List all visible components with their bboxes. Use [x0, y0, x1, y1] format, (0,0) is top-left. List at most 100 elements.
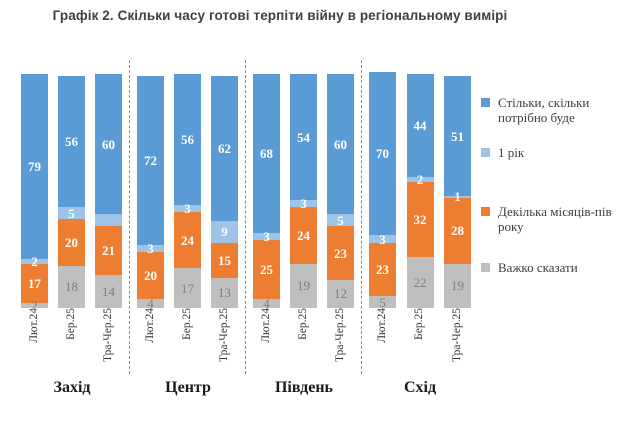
- legend-item: Декілька місяців-пів року: [481, 204, 630, 235]
- bar-segment-one-year: 5: [58, 205, 85, 221]
- stacked-bar: 72 3 20 4: [137, 76, 164, 311]
- segment-value-label: 19: [297, 278, 310, 294]
- segment-value-label: 4: [147, 295, 154, 311]
- segment-value-label: 3: [184, 201, 191, 217]
- bar-segment-as-long-as-needed: 44: [406, 74, 434, 177]
- legend-item: Стільки, скільки потрібно буде: [481, 95, 630, 126]
- segment-value-label: 79: [28, 158, 41, 174]
- category-tick-label: Бер.25: [413, 308, 426, 340]
- region-group: 72 3 20 4 56 3 24 17 62 9 15 13 Лют.24 Бер.25 Тра-Чер.…: [130, 60, 246, 397]
- segment-value-label: 4: [263, 295, 270, 311]
- segment-value-label: 18: [65, 279, 78, 295]
- bar-segment-few-months-half-year: 32: [406, 181, 434, 257]
- legend-swatch: [481, 263, 490, 272]
- category-tick-label: Тра-Чер.25: [333, 308, 346, 362]
- category-tick-label: Лют.24: [375, 308, 388, 343]
- segment-value-label: 17: [28, 275, 41, 291]
- category-tick-label: Лют.24: [259, 308, 272, 343]
- segment-value-label: 56: [181, 132, 194, 148]
- bar-segment-as-long-as-needed: 56: [174, 74, 201, 206]
- segment-value-label: 15: [218, 252, 231, 268]
- bar-segment-few-months-half-year: 20: [137, 251, 164, 299]
- segment-value-label: 51: [451, 128, 464, 144]
- region-group-columns: 68 3 25 4 54 3 24 19 60 5 23 12 Лют.24 Бер.25 Тра-Чер.…: [246, 60, 362, 374]
- segment-value-label: 20: [65, 234, 78, 250]
- legend-label: Важко сказати: [498, 260, 578, 275]
- stacked-bar: 56 5 20 18: [58, 76, 85, 308]
- tick-cell: Бер.25: [407, 308, 434, 374]
- tick-cell: Лют.24: [137, 308, 164, 374]
- bar-segment-as-long-as-needed: 51: [444, 76, 471, 196]
- stacked-bar-chart: 79 2 17 2 56 5 20 18 60 21 14 Лют.24 Бер.25 Тра-Чер.2…: [14, 60, 478, 397]
- segment-value-label: 24: [297, 227, 310, 243]
- bar-segment-as-long-as-needed: 56: [58, 76, 85, 208]
- segment-value-label: 62: [218, 141, 231, 157]
- segment-value-label: 60: [102, 136, 115, 152]
- segment-value-label: 19: [451, 278, 464, 294]
- bar-segment-hard-to-say: 19: [444, 263, 471, 308]
- legend-label: Декілька місяців-пів року: [498, 204, 612, 235]
- segment-value-label: 12: [334, 286, 347, 302]
- stacked-bar: 70 3 23 5: [369, 71, 396, 309]
- stacked-bar: 54 3 24 19: [290, 74, 317, 308]
- page-title: Графік 2. Скільки часу готові терпіти ві…: [52, 8, 508, 23]
- segment-value-label: 3: [300, 196, 307, 212]
- legend-swatch: [481, 207, 490, 216]
- segment-value-label: 9: [221, 224, 228, 240]
- stacked-bar: 60 5 23 12: [327, 74, 354, 308]
- region-label: Центр: [165, 379, 211, 396]
- bar-segment-few-months-half-year: 28: [444, 198, 471, 264]
- tick-cell: Бер.25: [174, 308, 201, 374]
- bar-segment-one-year: 3: [137, 240, 164, 256]
- ticks-row: Лют.24 Бер.25 Тра-Чер.25: [246, 308, 361, 374]
- category-tick-label: Тра-Чер.25: [101, 308, 114, 362]
- bar-segment-one-year: 2: [21, 255, 48, 268]
- region-group-columns: 70 3 23 5 44 2 32 22 51 1 28 19 Лют.24 Бер.25 Тра-Чер.…: [362, 60, 478, 374]
- region-label: Захід: [53, 379, 91, 396]
- segment-value-label: 54: [297, 129, 310, 145]
- bar-segment-hard-to-say: 22: [406, 256, 434, 308]
- segment-value-label: 2: [31, 253, 38, 269]
- segment-value-label: 3: [263, 229, 270, 245]
- segment-value-label: 24: [181, 232, 194, 248]
- bar-segment-few-months-half-year: 20: [58, 219, 85, 266]
- tick-cell: Лют.24: [21, 308, 48, 374]
- category-tick-label: Бер.25: [180, 308, 193, 340]
- region-group-columns: 72 3 20 4 56 3 24 17 62 9 15 13 Лют.24 Бер.25 Тра-Чер.…: [130, 60, 246, 374]
- ticks-row: Лют.24 Бер.25 Тра-Чер.25: [362, 308, 478, 374]
- bars-row: 79 2 17 2 56 5 20 18 60 21 14: [14, 60, 129, 312]
- bar-segment-as-long-as-needed: 79: [21, 74, 48, 259]
- legend-label: 1 рік: [498, 145, 525, 160]
- tick-cell: Бер.25: [58, 308, 85, 374]
- bar-segment-one-year: [95, 214, 122, 227]
- tick-cell: Лют.24: [253, 308, 280, 374]
- segment-value-label: 14: [102, 284, 115, 300]
- bar-segment-as-long-as-needed: 68: [253, 74, 280, 234]
- segment-value-label: 70: [376, 146, 389, 162]
- region-group: 70 3 23 5 44 2 32 22 51 1 28 19 Лют.24 Бер.25 Тра-Чер.…: [362, 60, 478, 397]
- segment-value-label: 2: [31, 298, 38, 314]
- bar-segment-few-months-half-year: 23: [369, 242, 396, 297]
- segment-value-label: 3: [147, 240, 154, 256]
- segment-value-label: 25: [260, 261, 273, 277]
- stacked-bar: 79 2 17 2: [21, 74, 48, 312]
- segment-value-label: 23: [334, 245, 347, 261]
- bar-segment-as-long-as-needed: 54: [290, 74, 317, 201]
- bar-segment-hard-to-say: 17: [174, 268, 201, 308]
- segment-value-label: 5: [68, 205, 75, 221]
- segment-value-label: 68: [260, 146, 273, 162]
- category-tick-label: Бер.25: [64, 308, 77, 340]
- segment-value-label: 72: [144, 153, 157, 169]
- bar-segment-few-months-half-year: 24: [174, 212, 201, 269]
- stacked-bar: 62 9 15 13: [211, 76, 238, 308]
- segment-value-label: 20: [144, 267, 157, 283]
- category-tick-label: Тра-Чер.25: [450, 308, 463, 362]
- bar-segment-as-long-as-needed: 70: [369, 71, 396, 236]
- bar-segment-few-months-half-year: 24: [290, 207, 317, 264]
- bar-segment-hard-to-say: 19: [290, 263, 317, 308]
- segment-value-label: 13: [218, 285, 231, 301]
- stacked-bar: 56 3 24 17: [174, 74, 201, 308]
- bar-segment-hard-to-say: 2: [21, 299, 48, 312]
- legend-swatch: [481, 148, 490, 157]
- bars-row: 68 3 25 4 54 3 24 19 60 5 23 12: [246, 60, 361, 311]
